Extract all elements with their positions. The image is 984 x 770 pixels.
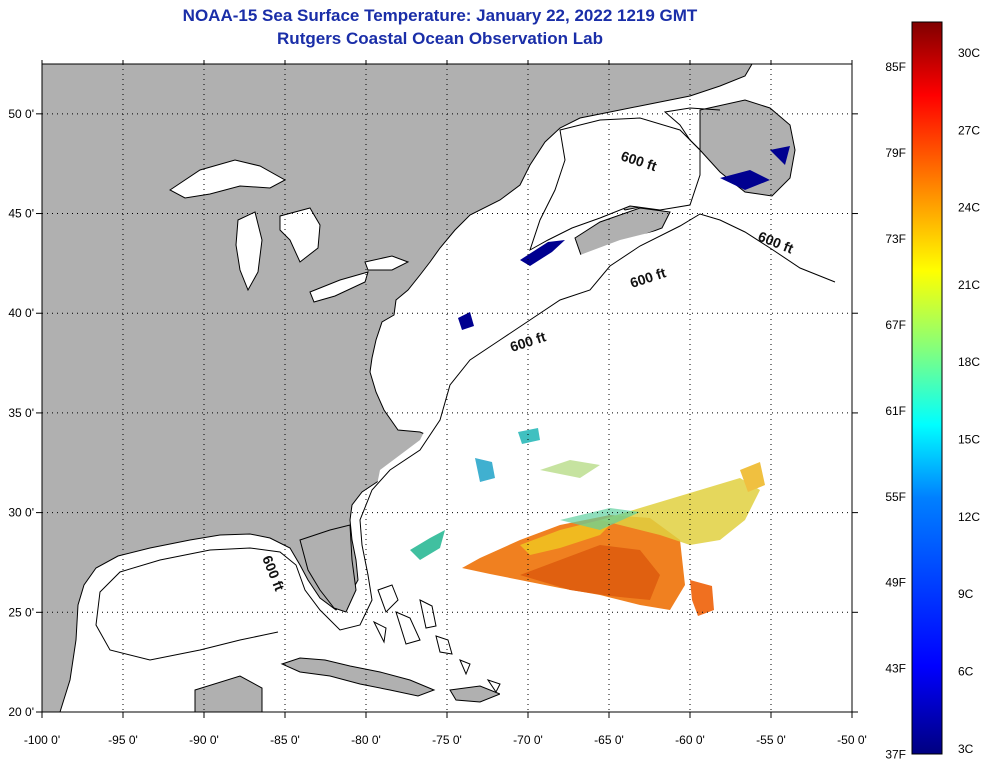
colorbar-c-label: 3C (958, 742, 974, 756)
colorbar-f-label: 67F (885, 318, 906, 332)
colorbar-celsius-labels: 30C 27C 24C 21C 18C 15C 12C 9C 6C 3C (958, 46, 980, 756)
colorbar-f-label: 79F (885, 146, 906, 160)
colorbar-fahrenheit-labels: 85F 79F 73F 67F 61F 55F 49F 43F 37F (885, 60, 906, 761)
cold-coastal-pixels (458, 146, 790, 330)
colorbar-f-label: 37F (885, 748, 906, 762)
colorbar-c-label: 6C (958, 665, 974, 679)
lon-tick-label: -65 0' (594, 733, 624, 747)
lon-tick-label: -50 0' (837, 733, 867, 747)
land-yucatan (194, 675, 263, 712)
gulf-st-lawrence (529, 117, 701, 252)
sst-swath (410, 428, 765, 616)
colorbar-c-label: 18C (958, 355, 980, 369)
colorbar-c-label: 12C (958, 510, 980, 524)
colorbar-f-label: 43F (885, 662, 906, 676)
colorbar-f-label: 49F (885, 576, 906, 590)
lon-tick-label: -55 0' (756, 733, 786, 747)
land-hispaniola (449, 685, 502, 703)
lake-ontario (364, 255, 410, 271)
colorbar-f-label: 55F (885, 490, 906, 504)
colorbar-f-label: 61F (885, 404, 906, 418)
lon-tick-label: -100 0' (24, 733, 60, 747)
colorbar-c-label: 9C (958, 587, 974, 601)
lon-tick-label: -60 0' (675, 733, 705, 747)
colorbar-c-label: 30C (958, 46, 980, 60)
lon-tick-label: -90 0' (189, 733, 219, 747)
lat-tick-label: 45 0' (8, 207, 34, 221)
map-grid (42, 64, 852, 712)
map-subtitle: Rutgers Coastal Ocean Observation Lab (277, 29, 603, 48)
bahamas-outlines (372, 584, 501, 693)
map-title: NOAA-15 Sea Surface Temperature: January… (182, 6, 698, 25)
lake-superior (169, 159, 287, 199)
colorbar (911, 21, 943, 755)
isobath-600ft (95, 107, 836, 661)
lon-tick-label: -75 0' (432, 733, 462, 747)
lat-tick-label: 20 0' (8, 705, 34, 719)
lat-tick-label: 50 0' (8, 107, 34, 121)
lon-tick-label: -85 0' (270, 733, 300, 747)
lat-tick-label: 35 0' (8, 406, 34, 420)
lat-tick-label: 25 0' (8, 605, 34, 619)
colorbar-c-label: 27C (958, 123, 980, 137)
colorbar-c-label: 15C (958, 433, 980, 447)
colorbar-c-label: 21C (958, 278, 980, 292)
land-florida (299, 524, 357, 613)
colorbar-f-label: 73F (885, 232, 906, 246)
lat-tick-label: 30 0' (8, 506, 34, 520)
lake-huron (279, 207, 321, 263)
latitude-axis: 50 0' 45 0' 40 0' 35 0' 30 0' 25 0' 20 0' (8, 107, 858, 719)
lon-tick-label: -80 0' (351, 733, 381, 747)
longitude-axis: -100 0' -95 0' -90 0' -85 0' -80 0' -75 0' -70… (24, 60, 867, 747)
lake-michigan (235, 211, 263, 292)
colorbar-f-label: 85F (885, 60, 906, 74)
lat-tick-label: 40 0' (8, 306, 34, 320)
lon-tick-label: -70 0' (513, 733, 543, 747)
lon-tick-label: -95 0' (108, 733, 138, 747)
lake-erie (309, 271, 369, 303)
land-cuba (280, 657, 436, 697)
colorbar-c-label: 24C (958, 201, 980, 215)
